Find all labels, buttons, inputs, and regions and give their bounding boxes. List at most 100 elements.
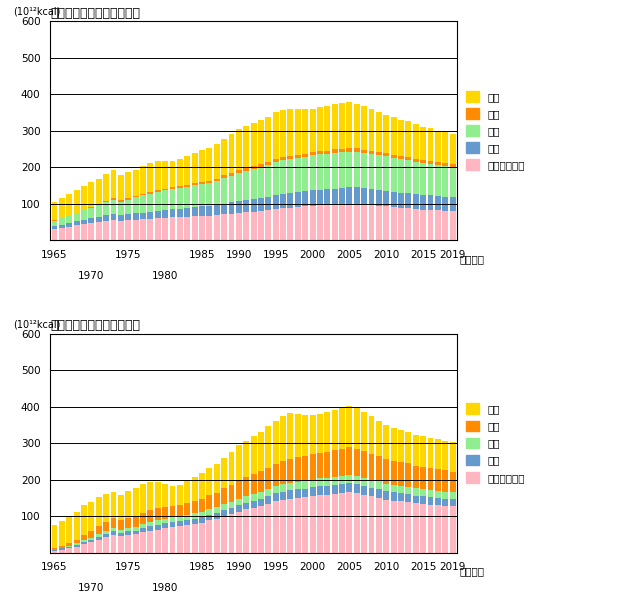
Bar [347,475,352,483]
Bar [118,520,124,530]
Bar [228,452,235,485]
Bar [96,222,102,240]
Bar [383,425,389,459]
Bar [391,158,397,192]
Bar [111,220,116,240]
Bar [302,157,308,191]
Bar [96,217,102,222]
Bar [132,197,139,214]
Bar [398,159,404,193]
Bar [266,162,271,165]
Bar [428,490,433,497]
Bar [206,215,212,240]
Bar [391,117,397,155]
Bar [310,152,316,155]
Bar [287,208,293,240]
Bar [81,542,87,544]
Bar [103,537,109,553]
Bar [206,509,212,515]
Bar [66,545,72,547]
Bar [443,163,448,166]
Bar [118,495,124,520]
Bar [147,482,154,510]
Bar [81,224,87,240]
Bar [376,152,382,155]
Bar [273,112,279,159]
Bar [228,514,235,553]
Bar [192,518,197,524]
Bar [221,505,227,510]
Bar [103,173,109,201]
Bar [339,204,345,240]
Bar [332,153,337,188]
Bar [96,537,102,540]
Bar [214,215,220,240]
Bar [428,497,433,505]
Bar [155,218,161,240]
Bar [243,170,249,200]
Bar [302,109,308,154]
Legend: 暖房, 冷房, 給湯, 厨房, 照明・動力等: 暖房, 冷房, 給湯, 厨房, 照明・動力等 [466,91,525,170]
Bar [420,127,426,160]
Bar [398,486,404,493]
Bar [103,531,109,534]
Bar [443,470,448,491]
Bar [266,426,271,467]
Bar [103,215,109,221]
Bar [140,196,146,212]
Bar [125,491,131,518]
Bar [221,517,227,553]
Bar [324,154,331,189]
Bar [243,477,249,496]
Bar [243,126,249,168]
Bar [236,480,242,499]
Bar [361,153,367,188]
Bar [383,191,389,206]
Bar [66,194,72,216]
Bar [140,513,146,524]
Bar [413,158,418,161]
Bar [428,196,433,210]
Bar [376,112,382,152]
Bar [347,448,352,475]
Bar [258,197,264,211]
Bar [251,123,256,166]
Bar [96,540,102,553]
Bar [89,542,94,553]
Bar [368,154,374,189]
Bar [398,462,404,486]
Bar [214,493,220,507]
Bar [376,421,382,456]
Bar [103,534,109,537]
Bar [391,207,397,240]
Bar [354,152,360,187]
Bar [302,488,308,497]
Bar [228,508,235,514]
Bar [96,497,102,526]
Bar [266,197,271,210]
Bar [103,494,109,522]
Bar [435,498,441,505]
Bar [354,104,360,148]
Bar [51,551,58,553]
Bar [310,415,316,454]
Bar [96,526,102,534]
Bar [184,481,190,503]
Bar [361,486,367,495]
Bar [287,483,293,490]
Bar [287,499,293,553]
Bar [214,179,220,181]
Bar [368,151,374,154]
Bar [258,164,264,167]
Bar [428,468,433,490]
Bar [140,529,146,532]
Bar [177,521,183,526]
Bar [251,166,256,169]
Bar [354,187,360,204]
Bar [221,488,227,505]
Bar [118,215,124,221]
Bar [391,485,397,493]
Bar [59,218,65,224]
Bar [199,150,205,182]
Bar [347,148,352,152]
